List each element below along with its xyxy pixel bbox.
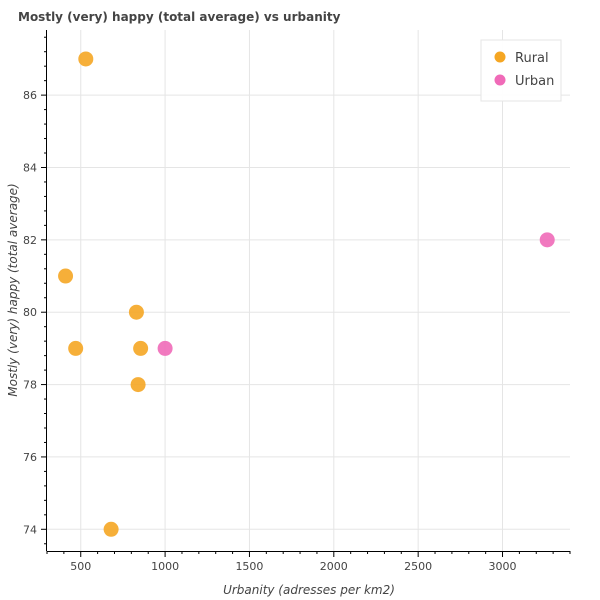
- point-rural-4: [133, 340, 149, 356]
- legend-label-rural: Rural: [515, 51, 549, 66]
- chart-title: Mostly (very) happy (total average) vs u…: [18, 10, 341, 24]
- point-rural-6: [103, 521, 119, 537]
- y-tick-label-6: 86: [23, 89, 37, 102]
- y-tick-label-0: 74: [23, 523, 37, 536]
- x-axis-label: Urbanity (adresses per km2): [223, 583, 395, 597]
- y-tick-label-5: 84: [23, 161, 37, 174]
- legend-marker-urban: [494, 74, 506, 86]
- legend-marker-rural: [494, 51, 506, 63]
- point-rural-2: [128, 304, 144, 320]
- legend-box: [480, 39, 562, 102]
- y-tick-label-3: 80: [23, 306, 37, 319]
- point-urban-0: [157, 340, 173, 356]
- point-urban-1: [539, 232, 555, 248]
- x-tick-label-5: 3000: [489, 560, 517, 573]
- grid: [47, 30, 570, 551]
- x-tick-label-0: 500: [70, 560, 91, 573]
- point-rural-1: [58, 268, 74, 284]
- axes: 500 1000 1500 2000 2500 3000 74 76 78 80 82 84 86: [23, 30, 571, 573]
- y-tick-label-2: 78: [23, 379, 37, 392]
- x-tick-label-4: 2500: [404, 560, 432, 573]
- y-tick-label-4: 82: [23, 234, 37, 247]
- point-rural-0: [78, 51, 94, 67]
- y-tick-label-1: 76: [23, 451, 37, 464]
- point-rural-3: [68, 340, 84, 356]
- x-tick-label-1: 1000: [151, 560, 179, 573]
- x-tick-label-3: 2000: [320, 560, 348, 573]
- point-rural-5: [130, 377, 146, 393]
- y-axis-label: Mostly (very) happy (total average): [6, 183, 20, 396]
- legend-label-urban: Urban: [515, 74, 554, 89]
- legend: Rural Urban: [480, 39, 562, 102]
- data-points: [58, 51, 555, 537]
- x-tick-label-2: 1500: [235, 560, 263, 573]
